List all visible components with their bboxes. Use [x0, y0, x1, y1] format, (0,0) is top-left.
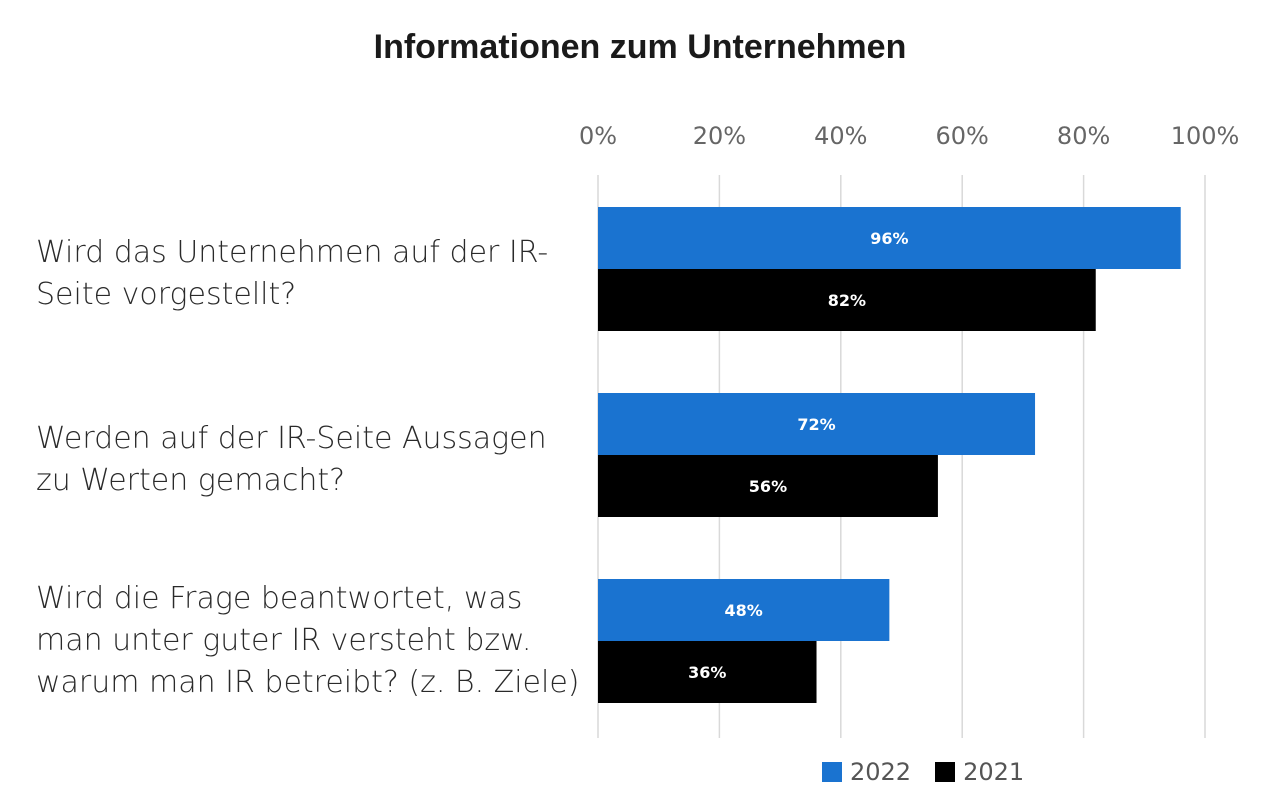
data-label-2021-1: 82%	[828, 291, 866, 310]
data-label-2022-3: 48%	[725, 601, 763, 620]
legend-label-2021: 2021	[963, 758, 1025, 786]
legend-swatch-2021	[935, 762, 956, 782]
category-label-1: Wird das Unternehmen auf der IR- Seite v…	[36, 232, 566, 316]
x-tick-label-20: 20%	[693, 122, 746, 150]
category-label-2: Werden auf der IR-Seite Aussagen zu Wert…	[36, 418, 566, 502]
legend-item-2022: 2022	[822, 758, 911, 786]
category-label-2-line-2: zu Werten gemacht?	[36, 463, 346, 498]
bar-2021-2	[598, 455, 938, 517]
bar-2021-1	[598, 269, 1096, 331]
category-label-3: Wird die Frage beantwortet, was man unte…	[36, 578, 580, 704]
category-label-1-line-1: Wird das Unternehmen auf der IR-	[36, 235, 549, 270]
chart-title: Informationen zum Unternehmen	[373, 28, 907, 66]
x-tick-label-100: 100%	[1171, 122, 1240, 150]
bar-2022-3	[598, 579, 890, 641]
bar-2022-1	[598, 207, 1181, 269]
category-label-3-line-1: Wird die Frage beantwortet, was	[36, 581, 523, 616]
data-label-2022-2: 72%	[797, 415, 835, 434]
x-tick-label-80: 80%	[1057, 122, 1110, 150]
x-tick-label-60: 60%	[936, 122, 989, 150]
legend-swatch-2022	[822, 762, 842, 782]
legend-label-2022: 2022	[850, 758, 912, 786]
category-label-2-line-1: Werden auf der IR-Seite Aussagen	[36, 421, 547, 456]
legend-item-2021: 2021	[935, 758, 1024, 786]
category-label-3-line-2: man unter guter IR versteht bzw.	[36, 623, 532, 658]
data-label-2021-2: 56%	[749, 477, 787, 496]
bar-2021-3	[598, 641, 817, 703]
category-label-3-line-3: warum man IR betreibt? (z. B. Ziele)	[36, 665, 580, 700]
data-label-2021-3: 36%	[688, 663, 726, 682]
legend: 2022 2021	[822, 758, 1038, 786]
data-label-2022-1: 96%	[870, 229, 908, 248]
x-tick-label-0: 0%	[579, 122, 617, 150]
bar-2022-2	[598, 393, 1036, 455]
category-label-1-line-2: Seite vorgestellt?	[36, 277, 297, 312]
x-tick-label-40: 40%	[814, 122, 867, 150]
